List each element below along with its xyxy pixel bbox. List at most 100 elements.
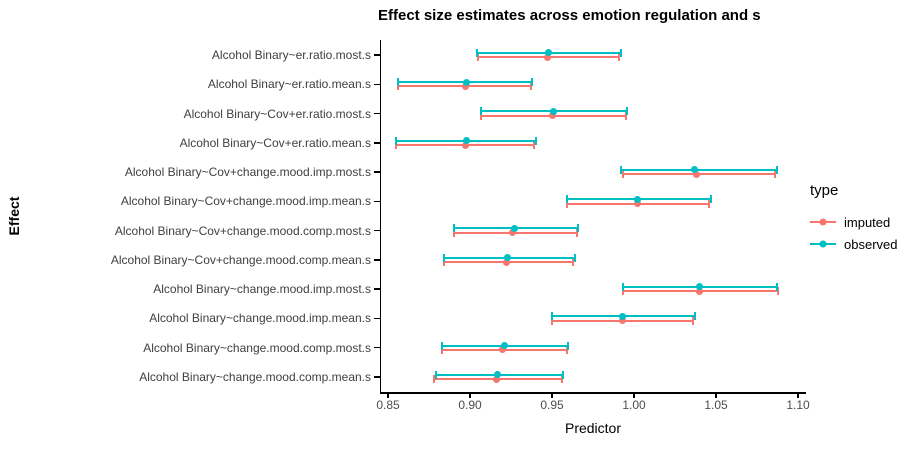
x-tick-label: 0.95 [540,398,564,412]
y-tick-mark [374,317,381,320]
x-tick-label: 1.10 [786,398,810,412]
errorbar-point-key-icon [810,236,836,252]
estimate-point-observed [510,224,518,232]
errorbar-cap-right-observed [562,370,565,379]
estimate-point-observed [463,78,471,86]
errorbar-cap-right-observed [531,78,534,87]
errorbar-cap-right-imputed [777,287,780,296]
estimate-point-imputed [633,200,641,208]
estimate-point-observed [494,371,502,379]
legend-title: type [810,182,839,199]
errorbar-cap-right-observed [577,224,580,233]
errorbar-cap-left-imputed [621,170,624,179]
errorbar-cap-right-observed [626,107,629,116]
y-tick-mark [374,142,381,144]
y-axis-label: Alcohol Binary~change.mood.imp.most.s [153,282,371,297]
errorbar-cap-right-imputed [532,141,535,149]
y-axis-label: Alcohol Binary~Cov+er.ratio.most.s [183,106,371,121]
errorbar-cap-left-observed [434,370,437,379]
plot-title: Effect size estimates across emotion reg… [378,7,761,24]
x-axis-title: Predictor [564,420,622,436]
errorbar-cap-right-observed [534,136,537,145]
errorbar-cap-right-imputed [618,53,621,62]
errorbar-cap-right-observed [775,282,778,291]
y-axis-label: Alcohol Binary~er.ratio.mean.s [207,77,371,92]
errorbar-cap-left-observed [452,224,455,233]
y-tick-mark [374,200,381,203]
errorbar-cap-right-imputed [708,199,711,208]
errorbar-cap-left-imputed [480,111,483,120]
estimate-point-observed [550,107,558,115]
y-tick-mark [374,54,381,56]
errorbar-cap-left-observed [442,253,445,262]
errorbar-cap-left-imputed [395,141,398,149]
x-tick-label: 0.90 [458,398,482,412]
estimate-point-observed [633,195,641,203]
estimate-point-observed [619,312,627,320]
x-tick-label: 1.00 [622,398,646,412]
y-tick-mark [374,288,381,290]
estimate-point-observed [696,283,704,291]
errorbar-cap-left-imputed [432,375,435,384]
errorbar-cap-right-observed [567,341,570,350]
errorbar-cap-right-imputed [575,228,578,237]
errorbar-point-key-icon [810,214,836,230]
estimate-point-observed [463,137,471,145]
errorbar-cap-left-observed [475,48,478,57]
y-tick-mark [374,171,381,173]
errorbar-cap-left-imputed [565,199,568,208]
legend: type imputed observed [810,182,897,255]
x-tick-mark [469,392,471,398]
errorbar-cap-left-observed [621,282,624,291]
errorbar-cap-left-observed [551,312,553,321]
estimate-point-imputed [696,287,704,295]
x-tick-label: 1.05 [704,398,728,412]
y-tick-mark [374,259,381,261]
estimate-point-observed [504,254,512,262]
y-axis-line [379,40,381,394]
errorbar-cap-left-observed [619,165,622,174]
y-tick-mark [374,112,381,115]
legend-label: observed [844,236,898,252]
estimate-point-imputed [692,170,700,178]
estimate-point-imputed [619,317,627,325]
errorbar-cap-right-observed [573,253,576,262]
y-axis-label: Alcohol Binary~Cov+change.mood.comp.most… [114,223,371,238]
y-axis-label: Alcohol Binary~Cov+change.mood.imp.mean.… [120,194,371,209]
errorbar-cap-right-imputed [529,82,532,91]
errorbar-cap-right-observed [619,48,622,57]
errorbar-cap-left-observed [396,78,399,87]
estimate-point-observed [500,342,508,349]
errorbar-cap-right-observed [693,312,696,321]
errorbar-cap-right-imputed [624,111,627,120]
errorbar-cap-left-observed [480,107,483,116]
errorbar-cap-right-imputed [774,170,777,179]
errorbar-cap-left-imputed [621,287,624,296]
errorbar-cap-right-imputed [572,258,575,267]
estimate-point-observed [691,166,699,174]
y-tick-mark [374,376,381,378]
x-tick-mark [551,392,553,398]
errorbar-cap-right-observed [710,195,713,204]
y-axis-label: Alcohol Binary~Cov+er.ratio.mean.s [179,135,371,150]
errorbar-cap-left-imputed [477,53,480,62]
y-tick-mark [374,346,381,349]
estimate-point-imputed [543,53,551,61]
y-axis-label: Alcohol Binary~change.mood.imp.mean.s [149,311,371,326]
y-axis-label: Alcohol Binary~er.ratio.most.s [211,48,371,62]
x-tick-mark [715,392,717,398]
y-axis-label: Alcohol Binary~change.mood.comp.mean.s [139,369,371,384]
estimate-point-imputed [492,375,500,383]
errorbar-cap-right-imputed [565,345,568,354]
x-tick-mark [797,392,799,398]
errorbar-cap-left-observed [395,136,398,145]
errorbar-cap-left-observed [441,341,444,350]
estimate-point-imputed [499,346,507,354]
y-tick-mark [374,83,381,86]
estimate-point-imputed [548,112,556,120]
y-axis-label: Alcohol Binary~Cov+change.mood.imp.most.… [124,165,371,180]
y-axis-label: Alcohol Binary~Cov+change.mood.comp.mean… [110,252,371,267]
legend-entry-observed: observed [810,233,897,255]
